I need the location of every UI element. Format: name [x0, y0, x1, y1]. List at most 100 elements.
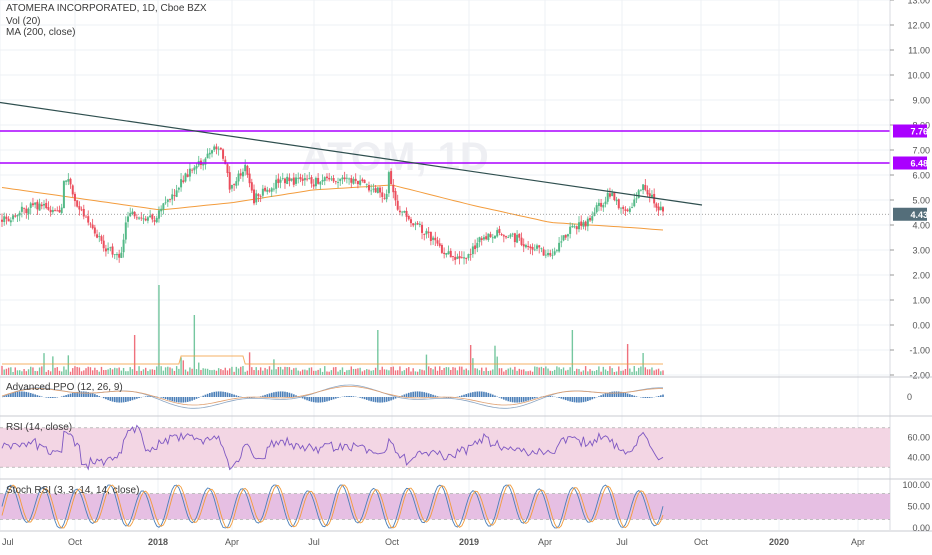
ppo-histogram-bar [262, 396, 264, 397]
ppo-histogram-bar [549, 396, 551, 397]
candle-body [348, 179, 350, 180]
volume-bar [200, 370, 201, 375]
volume-bar [132, 369, 133, 375]
volume-bar [362, 371, 363, 375]
ppo-histogram-bar [563, 397, 565, 399]
candle-body [149, 216, 151, 218]
volume-bar [569, 367, 570, 375]
candle-body [326, 177, 328, 179]
ppo-histogram-bar [519, 397, 521, 402]
price-label-last: 4.43 [910, 210, 928, 220]
candle-body [162, 203, 164, 209]
candle-body [602, 205, 604, 207]
volume-bar [457, 370, 458, 375]
volume-bar [348, 370, 349, 375]
volume-bar [220, 369, 221, 375]
candle-body [463, 257, 465, 258]
ppo-histogram-bar [207, 394, 209, 397]
volume-bar [658, 369, 659, 375]
ppo-histogram-bar [264, 395, 266, 397]
candle-body [439, 243, 441, 246]
candle-body [96, 234, 98, 237]
candle-body [277, 179, 279, 183]
candle-body [39, 204, 41, 211]
candle-body [118, 254, 120, 258]
candle-body [479, 237, 481, 242]
candle-body [359, 180, 361, 184]
ppo-histogram-bar [631, 395, 633, 397]
candle-body [196, 166, 198, 168]
ppo-histogram-bar [629, 394, 631, 397]
candle-body [390, 171, 392, 184]
ppo-histogram-bar [618, 392, 620, 397]
candle-body [607, 193, 609, 202]
candle-body [63, 181, 65, 208]
volume-bar [152, 369, 153, 375]
ppo-histogram-bar [472, 392, 474, 397]
candle-body [293, 178, 295, 185]
candle-body [456, 257, 458, 259]
volume-bar [430, 368, 431, 375]
volume-bar [375, 368, 376, 375]
ppo-histogram-bar [103, 397, 105, 398]
volume-bar [209, 370, 210, 375]
volume-bar [48, 370, 49, 375]
volume-bar [620, 371, 621, 375]
ppo-histogram-bar [591, 397, 593, 399]
candle-body [459, 256, 461, 258]
candle-body [8, 219, 10, 222]
ppo-histogram-bar [384, 397, 386, 402]
candle-body [1, 220, 3, 222]
candle-body [485, 236, 487, 239]
volume-bar [17, 370, 18, 375]
ppo-histogram-bar [293, 394, 295, 397]
volume-bar [26, 371, 27, 375]
candle-body [83, 209, 85, 217]
candle-body [434, 238, 436, 240]
volume-bar [12, 372, 13, 375]
volume-bar [368, 370, 369, 375]
ppo-histogram-bar [567, 397, 569, 401]
volume-bar [247, 371, 248, 375]
chart-title: ATOMERA INCORPORATED, 1D, Cboe BZX [6, 3, 207, 14]
volume-bar [450, 370, 451, 375]
candle-body [496, 230, 498, 236]
volume-bar [326, 371, 327, 375]
ppo-histogram-bar [565, 397, 567, 400]
volume-bar [364, 370, 365, 375]
ppo-histogram-bar [481, 392, 483, 397]
volume-bar [68, 355, 69, 375]
volume-bar [145, 368, 146, 375]
candle-body [52, 210, 54, 212]
volume-bar [556, 366, 557, 375]
volume-bar [539, 368, 540, 375]
ppo-histogram-bar [72, 393, 74, 397]
ppo-histogram-bar [236, 395, 238, 397]
volume-bar [534, 366, 535, 375]
volume-bar [273, 359, 274, 375]
ppo-histogram-bar [134, 397, 136, 399]
ppo-histogram-bar [488, 393, 490, 397]
volume-bar [640, 366, 641, 375]
candle-body [638, 190, 640, 198]
ppo-histogram-bar [282, 391, 284, 397]
volume-bar [592, 371, 593, 375]
ppo-histogram-bar [501, 397, 503, 399]
ppo-histogram-bar [70, 394, 72, 397]
ppo-histogram-bar [227, 393, 229, 397]
ppo-histogram-bar [218, 391, 220, 397]
ppo-histogram-bar [366, 397, 368, 400]
volume-bar [156, 366, 157, 375]
candle-body [574, 226, 576, 227]
candle-body [322, 180, 324, 182]
ppo-histogram-bar [536, 397, 538, 398]
candle-body [516, 235, 518, 243]
candle-body [476, 243, 478, 248]
volume-bar [550, 371, 551, 375]
candle-body [527, 246, 529, 247]
ppo-histogram-bar [494, 396, 496, 397]
candle-body [549, 253, 551, 255]
volume-bar [525, 371, 526, 375]
